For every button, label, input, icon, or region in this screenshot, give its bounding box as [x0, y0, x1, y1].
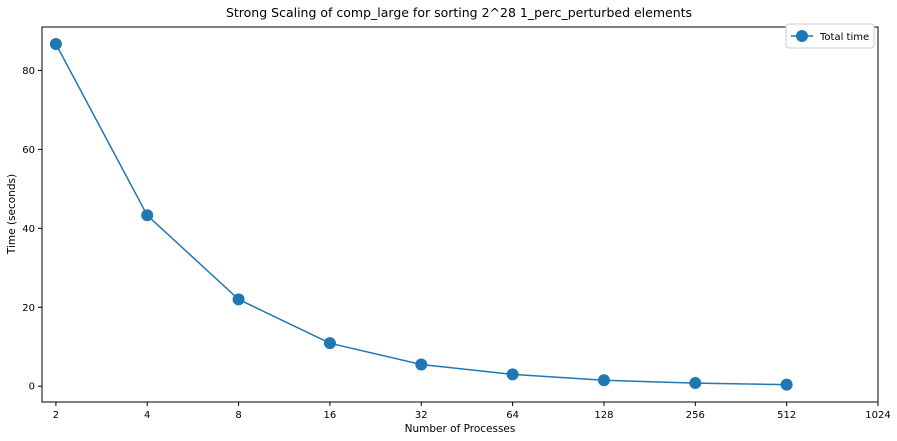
- y-tick-label: 80: [22, 66, 35, 77]
- data-point: [415, 358, 428, 371]
- x-tick-label: 512: [777, 410, 796, 421]
- data-point: [323, 337, 336, 350]
- legend: Total time: [785, 23, 875, 49]
- legend-label: Total time: [819, 32, 869, 43]
- y-tick-label: 20: [22, 303, 35, 314]
- x-tick-label: 2: [53, 410, 59, 421]
- x-tick-label: 1024: [865, 410, 890, 421]
- data-point: [506, 368, 519, 381]
- x-tick-label: 128: [594, 410, 613, 421]
- y-tick-label: 60: [22, 145, 35, 156]
- data-point: [232, 293, 245, 306]
- data-point: [597, 374, 610, 387]
- x-tick-label: 8: [235, 410, 241, 421]
- legend-box: [785, 23, 875, 49]
- x-tick-label: 4: [144, 410, 150, 421]
- x-tick-label: 64: [506, 410, 519, 421]
- y-axis-label: Time (seconds): [6, 174, 18, 255]
- series-layer: [49, 37, 793, 391]
- x-axis: 2 4 8 16 32 64 128 256 512 1024: [53, 402, 891, 421]
- y-axis: 0 20 40 60 80: [22, 66, 42, 393]
- x-tick-label: 32: [415, 410, 428, 421]
- data-point: [689, 377, 702, 390]
- y-tick-label: 0: [29, 382, 35, 393]
- chart-title: Strong Scaling of comp_large for sorting…: [226, 5, 692, 20]
- x-axis-label: Number of Processes: [405, 423, 516, 435]
- x-tick-label: 16: [324, 410, 337, 421]
- data-point: [49, 37, 62, 50]
- y-tick-label: 40: [22, 224, 35, 235]
- legend-marker: [796, 30, 808, 42]
- data-point: [780, 378, 793, 391]
- data-point: [141, 209, 154, 222]
- x-tick-label: 256: [686, 410, 705, 421]
- plot-area: [41, 26, 879, 403]
